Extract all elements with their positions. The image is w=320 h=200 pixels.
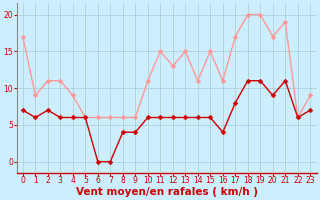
X-axis label: Vent moyen/en rafales ( km/h ): Vent moyen/en rafales ( km/h ) xyxy=(76,187,258,197)
